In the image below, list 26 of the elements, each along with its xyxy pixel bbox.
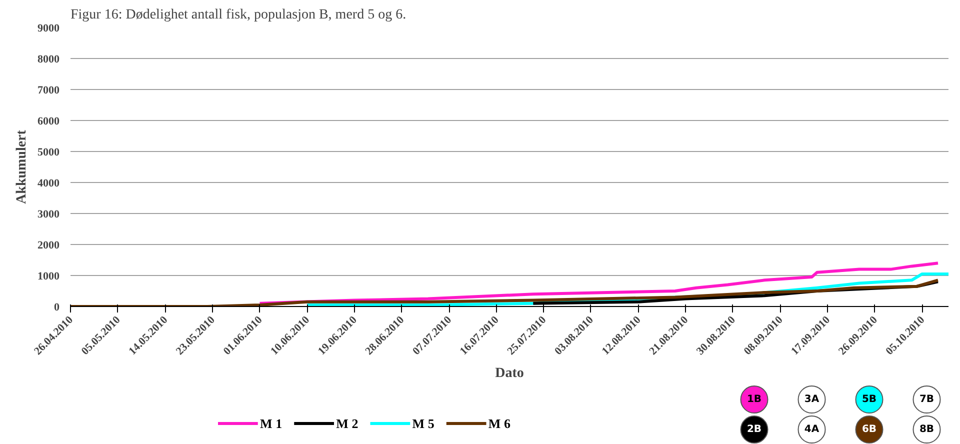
y-tick-label: 9000 [38, 22, 60, 34]
text: 5B [862, 394, 877, 405]
y-axis-title: Akkumulert [14, 130, 30, 204]
text: 4A [804, 424, 820, 435]
text: 1B [746, 394, 762, 405]
legend-label: M 1 [260, 416, 282, 431]
y-tick-label: 0 [54, 302, 60, 314]
text: 7B [919, 394, 934, 405]
text: 2B [746, 424, 762, 435]
chart-title: Figur 16: Dødelighet antall fisk, populasjon B, merd 5 og 6. [70, 8, 406, 22]
y-tick-label: 4000 [38, 178, 60, 190]
y-tick-label: 6000 [38, 116, 60, 128]
y-tick-label: 1000 [38, 270, 60, 282]
y-tick-label: 3000 [38, 208, 60, 220]
y-tick-label: 5000 [38, 146, 60, 158]
legend-label: M 6 [488, 416, 511, 431]
x-axis-title: Dato [495, 366, 524, 382]
legend-label: M 2 [336, 416, 358, 431]
text: 3A [804, 394, 820, 405]
y-tick-label: 7000 [38, 84, 60, 96]
y-tick-label: 8000 [38, 54, 60, 66]
y-tick-label: 2000 [38, 240, 60, 252]
text: 6B [862, 424, 877, 435]
text: 8B [919, 424, 934, 435]
line-series [70, 278, 940, 306]
legend-label: M 5 [412, 416, 435, 431]
